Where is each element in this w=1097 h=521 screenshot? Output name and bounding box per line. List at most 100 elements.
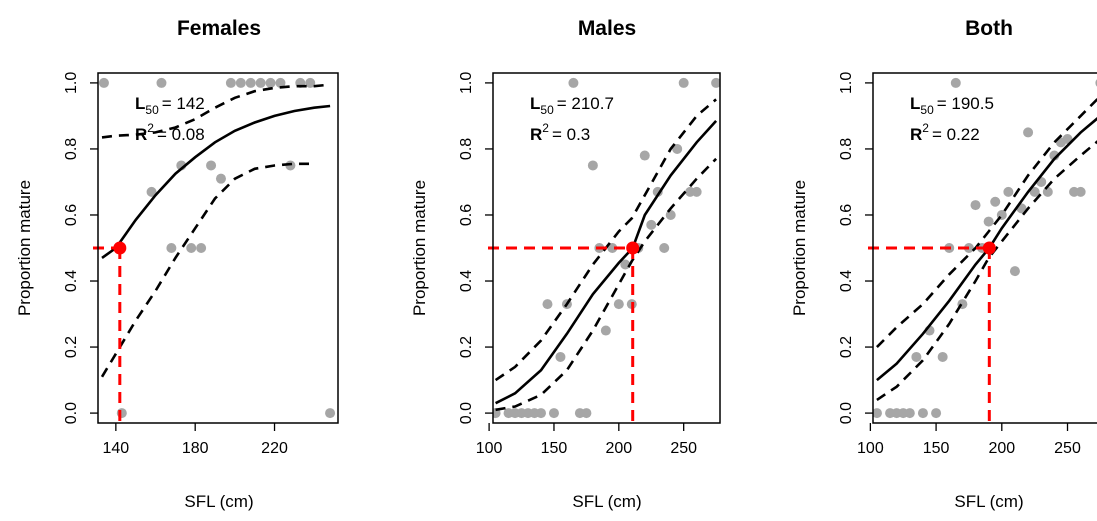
x-tick-label: 200 <box>605 440 632 457</box>
data-point <box>196 243 207 253</box>
x-tick-label: 100 <box>857 440 884 457</box>
data-point <box>937 351 948 362</box>
x-axis-label: SFL (cm) <box>184 492 253 511</box>
plot-frame <box>492 72 721 424</box>
data-point <box>156 77 167 88</box>
data-point <box>186 243 197 253</box>
plot-area <box>98 77 336 419</box>
panel-title: Males <box>578 17 636 40</box>
y-tick-label: 0.6 <box>458 204 475 226</box>
y-tick-label: 0.4 <box>838 270 855 292</box>
panel-title: Females <box>177 17 261 40</box>
data-point <box>607 243 618 253</box>
data-point <box>970 200 981 211</box>
y-axis-label: Proportion mature <box>790 180 809 316</box>
data-point <box>917 408 928 419</box>
data-point <box>600 325 611 336</box>
l50-subscript: 50 <box>145 103 159 117</box>
y-tick-label: 0.4 <box>458 270 475 292</box>
l50-subscript: 50 <box>920 103 934 117</box>
l50-value: = 210.7 <box>557 94 614 113</box>
data-point <box>568 77 579 88</box>
data-point <box>305 77 316 88</box>
y-tick-label: 0.2 <box>63 336 80 358</box>
data-point <box>1075 186 1086 197</box>
data-point <box>613 299 624 310</box>
r2-symbol: R <box>530 125 542 144</box>
data-point <box>873 408 882 419</box>
data-point <box>548 408 559 419</box>
data-point <box>285 160 296 171</box>
l50-value: = 190.5 <box>937 94 994 113</box>
data-point <box>587 160 598 171</box>
r2-value: = 0.08 <box>157 125 205 144</box>
y-tick-label: 0.6 <box>838 204 855 226</box>
data-point <box>990 196 1001 207</box>
ci-lower-line <box>876 140 1097 401</box>
l50-value: = 142 <box>162 94 205 113</box>
ci-lower-line <box>495 157 718 412</box>
data-point <box>646 219 657 230</box>
data-point <box>1003 186 1014 197</box>
x-axis-label: SFL (cm) <box>954 492 1023 511</box>
data-point <box>659 243 670 253</box>
data-point <box>245 77 256 88</box>
panel-title: Both <box>965 17 1013 40</box>
data-point <box>665 209 676 220</box>
x-tick-label: 100 <box>476 440 503 457</box>
data-point <box>1023 127 1034 138</box>
y-tick-label: 1.0 <box>838 72 855 94</box>
fit-line <box>101 104 331 259</box>
x-axis-label: SFL (cm) <box>572 492 641 511</box>
y-tick-label: 0.2 <box>458 336 475 358</box>
x-tick-label: 180 <box>182 440 209 457</box>
data-point <box>555 351 566 362</box>
r2-annotation: R2 = 0.08 <box>135 121 205 144</box>
y-tick-label: 1.0 <box>63 72 80 94</box>
r2-superscript: 2 <box>147 121 154 135</box>
y-tick-label: 0.0 <box>838 402 855 424</box>
data-point <box>255 77 266 88</box>
data-point <box>581 408 592 419</box>
l50-marker <box>982 241 996 255</box>
y-tick-label: 0.8 <box>458 138 475 160</box>
data-point <box>215 173 226 184</box>
data-point <box>146 186 157 197</box>
y-tick-label: 0.0 <box>63 402 80 424</box>
y-tick-label: 0.8 <box>838 138 855 160</box>
y-tick-label: 0.6 <box>63 204 80 226</box>
y-tick-label: 0.2 <box>838 336 855 358</box>
data-point <box>206 160 217 171</box>
r2-annotation: R2 = 0.3 <box>530 121 590 144</box>
l50-subscript: 50 <box>540 103 554 117</box>
y-tick-label: 0.0 <box>458 402 475 424</box>
data-point <box>542 299 553 310</box>
data-point <box>904 408 915 419</box>
y-tick-label: 1.0 <box>458 72 475 94</box>
x-tick-label: 200 <box>988 440 1015 457</box>
r2-superscript: 2 <box>542 121 549 135</box>
data-point <box>275 77 286 88</box>
y-tick-label: 0.8 <box>63 138 80 160</box>
plot-frame <box>872 72 1097 424</box>
data-point <box>225 77 236 88</box>
data-point <box>166 243 177 253</box>
data-point <box>265 77 276 88</box>
data-point <box>98 77 109 88</box>
y-axis-label: Proportion mature <box>15 180 34 316</box>
x-tick-label: 250 <box>1054 440 1081 457</box>
data-point <box>672 143 683 154</box>
data-point <box>911 351 922 362</box>
plot-frame <box>97 72 339 424</box>
x-tick-label: 250 <box>670 440 697 457</box>
data-point <box>235 77 246 88</box>
r2-value: = 0.3 <box>552 125 590 144</box>
data-point <box>620 259 631 270</box>
panel-females: Females 140 180 220 0.0 0.2 0.4 0.6 0.8 1.0 SFL (c… <box>15 17 339 511</box>
plot-area <box>493 77 720 419</box>
data-point <box>116 408 127 419</box>
fit-line <box>495 120 718 405</box>
